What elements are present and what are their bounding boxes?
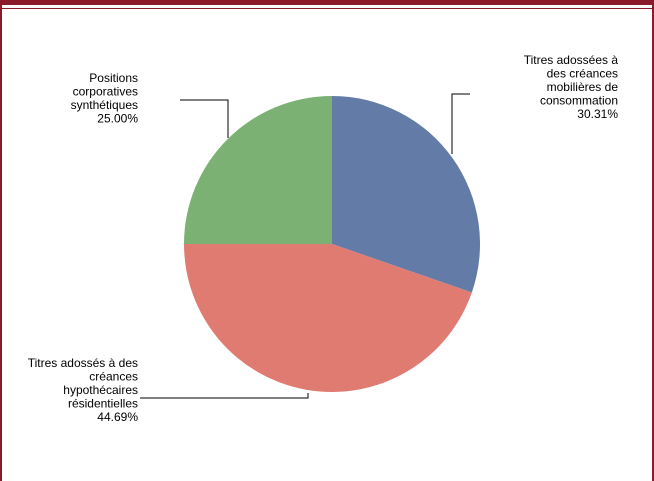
leader-line-2 bbox=[140, 393, 309, 399]
leader-line-3 bbox=[180, 99, 229, 138]
slice-label-line: synthétiques bbox=[71, 98, 138, 112]
leader-lines bbox=[140, 93, 470, 399]
slice-percent-3: 25.00% bbox=[97, 112, 138, 126]
slice-label-line: consommation bbox=[540, 94, 618, 108]
slice-label-line: des créances bbox=[547, 67, 618, 81]
leader-line-1 bbox=[451, 93, 470, 154]
slice-label-3: Positions corporatives synthétiques 25.00% bbox=[71, 71, 139, 126]
slice-percent-1: 30.31% bbox=[577, 107, 618, 121]
slice-label-line: Positions bbox=[89, 71, 138, 85]
slice-label-1: Titres adossées à des créances mobilières … bbox=[524, 53, 619, 121]
slice-percent-2: 44.69% bbox=[97, 410, 138, 424]
slice-labels: Titres adossées à des créances mobilières … bbox=[28, 53, 619, 424]
pie-slice-2 bbox=[184, 244, 472, 393]
pie-slice-3 bbox=[184, 96, 332, 244]
slice-label-line: mobilières de bbox=[547, 80, 619, 94]
slice-label-line: Titres adossées à bbox=[524, 53, 619, 67]
slice-label-line: corporatives bbox=[73, 85, 138, 99]
slice-label-line: hypothécaires bbox=[63, 383, 138, 397]
pie-slice-1 bbox=[332, 96, 481, 293]
slice-label-line: créances bbox=[89, 370, 138, 384]
frame-rule bbox=[2, 8, 652, 9]
pie-slices bbox=[184, 96, 481, 393]
slice-label-line: résidentielles bbox=[68, 397, 138, 411]
slice-label-2: Titres adossés à des créances hypothécaire… bbox=[28, 356, 139, 424]
slice-label-line: Titres adossés à des bbox=[28, 356, 138, 370]
